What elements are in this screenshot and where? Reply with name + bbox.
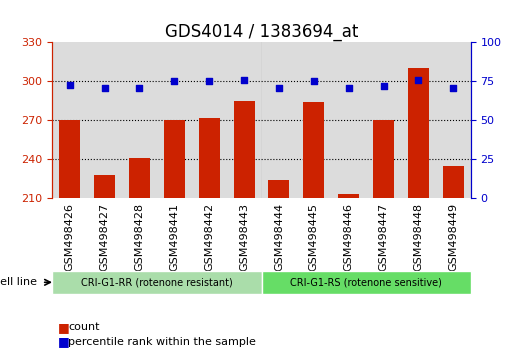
- Text: ■: ■: [58, 321, 69, 334]
- Bar: [234, 101, 255, 198]
- Point: [170, 79, 178, 84]
- Text: percentile rank within the sample: percentile rank within the sample: [68, 337, 256, 347]
- Title: GDS4014 / 1383694_at: GDS4014 / 1383694_at: [165, 23, 358, 41]
- Point: [240, 77, 248, 83]
- Bar: [122, 42, 157, 198]
- Bar: [401, 42, 436, 198]
- Point: [135, 85, 144, 91]
- Point: [275, 85, 283, 91]
- Bar: [436, 42, 471, 198]
- Bar: [297, 42, 331, 198]
- Bar: [164, 120, 185, 198]
- Bar: [192, 42, 226, 198]
- Point: [414, 77, 423, 83]
- Text: cell line: cell line: [0, 277, 37, 287]
- Bar: [408, 68, 429, 198]
- Point: [65, 82, 74, 87]
- Bar: [226, 42, 262, 198]
- Point: [449, 85, 458, 91]
- Bar: [331, 42, 366, 198]
- Point: [379, 83, 388, 89]
- Bar: [59, 120, 80, 198]
- Bar: [157, 42, 192, 198]
- Point: [345, 85, 353, 91]
- Point: [100, 85, 109, 91]
- Bar: [443, 166, 464, 198]
- Bar: [338, 194, 359, 198]
- Bar: [129, 158, 150, 198]
- Bar: [87, 42, 122, 198]
- Bar: [94, 175, 115, 198]
- Bar: [52, 42, 87, 198]
- Text: CRI-G1-RR (rotenone resistant): CRI-G1-RR (rotenone resistant): [81, 277, 233, 287]
- Text: CRI-G1-RS (rotenone sensitive): CRI-G1-RS (rotenone sensitive): [290, 277, 442, 287]
- Bar: [303, 102, 324, 198]
- Text: count: count: [68, 322, 99, 332]
- Bar: [366, 42, 401, 198]
- Bar: [199, 118, 220, 198]
- Point: [205, 79, 213, 84]
- Bar: [262, 42, 297, 198]
- Bar: [373, 120, 394, 198]
- Text: ■: ■: [58, 335, 69, 348]
- Point: [310, 79, 318, 84]
- Bar: [268, 180, 289, 198]
